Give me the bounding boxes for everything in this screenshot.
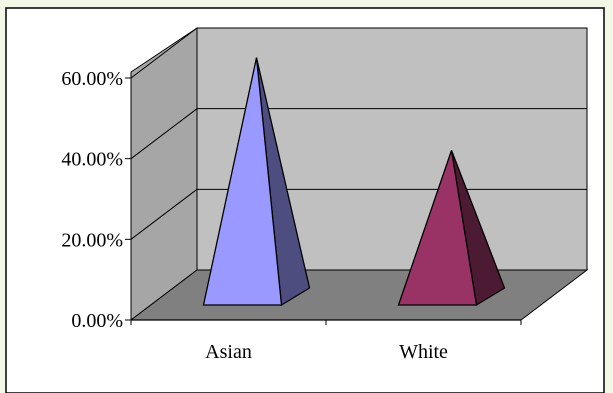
x-category-label: Asian [205, 341, 252, 363]
pyramid-front-face [397, 150, 478, 306]
pyramid-asian [202, 57, 311, 307]
pyramid-front-face [202, 57, 283, 306]
x-category-label: White [399, 341, 448, 363]
y-tick-label: 60.00% [61, 68, 123, 90]
gridline-side [130, 27, 198, 79]
pyramid-bars [202, 57, 506, 307]
y-tick-label: 40.00% [61, 149, 123, 171]
gridline-side [130, 108, 198, 160]
pyramid-white [397, 150, 506, 307]
side-wall [130, 27, 198, 322]
x-axis: Asian White [130, 319, 522, 363]
chart-floor [129, 269, 589, 321]
y-tick-label: 0.00% [71, 310, 123, 332]
y-tick-label: 20.00% [61, 229, 123, 251]
gridline-side [130, 188, 198, 240]
y-axis: 0.00% 20.00% 40.00% 60.00% [61, 68, 132, 332]
